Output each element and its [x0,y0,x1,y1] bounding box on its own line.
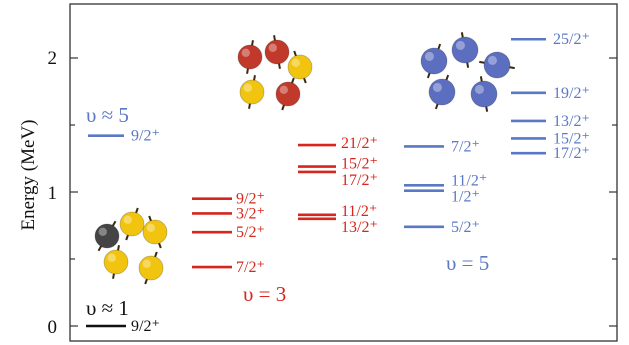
level-spin-label: 11/2⁺ [341,203,377,220]
level-spin-label: 9/2⁺ [131,128,160,145]
sphere [239,75,265,109]
y-axis-label: Energy (MeV) [18,120,39,231]
level-spin-label: 19/2⁺ [553,85,590,102]
sphere [287,50,313,84]
axis-ticks [70,57,617,327]
y-tick-label-0: 0 [48,317,58,338]
sphere [264,35,290,69]
spin-cluster-v5-icon [420,32,515,112]
y-tick-label-2: 2 [48,48,58,69]
level-spin-label: 13/2⁺ [341,219,378,236]
level-spin-label: 3/2⁺ [236,205,265,222]
sphere [420,43,448,79]
sphere [138,251,164,285]
y-tick-label-1: 1 [48,183,58,204]
spin-cluster-v1-icon [94,207,168,285]
sphere [470,76,498,112]
sphere [142,215,168,249]
level-spin-label: 11/2⁺ [451,172,487,189]
level-spin-label: 5/2⁺ [451,219,480,236]
spin-cluster-v3-icon [237,35,313,111]
level-spin-label: 9/2⁺ [131,318,160,335]
level-lines: 9/2⁺9/2⁺9/2⁺3/2⁺5/2⁺7/2⁺21/2⁺15/2⁺17/2⁺1… [86,31,590,335]
sphere [103,245,129,279]
level-spin-label: 13/2⁺ [553,113,590,130]
level-spin-label: 9/2⁺ [236,191,265,208]
sphere [275,77,301,111]
group-label-v5: υ = 5 [446,251,489,275]
sphere [237,40,263,74]
level-spin-label: 5/2⁺ [236,224,265,241]
sphere [119,207,145,241]
level-spin-label: 15/2⁺ [553,130,590,147]
level-spin-label: 25/2⁺ [553,31,590,48]
sphere [479,51,515,79]
sphere [451,32,479,68]
sphere [428,74,456,110]
level-spin-label: 17/2⁺ [341,172,378,189]
group-label-v5-approx: υ ≈ 5 [86,103,129,127]
sphere [94,220,120,252]
level-spin-label: 17/2⁺ [553,145,590,162]
level-spin-label: 21/2⁺ [341,135,378,152]
plot-frame [69,3,618,342]
group-label-v3: υ = 3 [243,282,286,306]
level-spin-label: 1/2⁺ [451,189,480,206]
group-label-v1: υ ≈ 1 [86,296,129,320]
level-spin-label: 15/2⁺ [341,156,378,173]
level-spin-label: 7/2⁺ [236,259,265,276]
level-spin-label: 7/2⁺ [451,138,480,155]
